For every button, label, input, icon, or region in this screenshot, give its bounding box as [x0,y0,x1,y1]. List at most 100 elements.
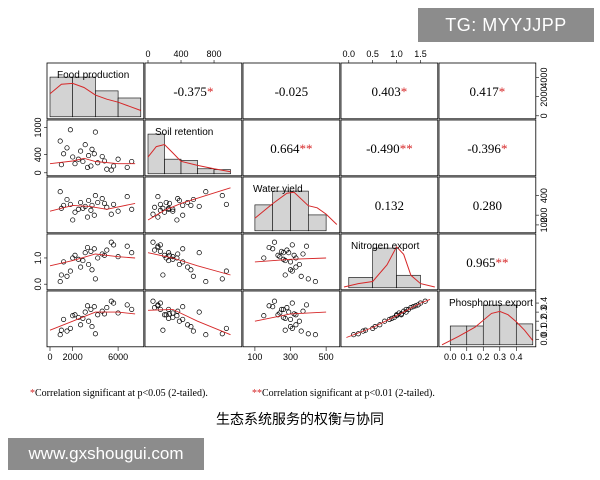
scatter-point [67,127,73,133]
tick-label: 0.2 [539,315,549,328]
scatter-point [111,201,117,207]
scatter-point [166,311,173,317]
correlation-value: -0.396* [467,141,507,156]
scatter-point [287,316,294,322]
scatter-point [282,258,288,264]
scatter-point [91,212,97,218]
scatter-point [175,196,181,202]
scatter-point [72,161,78,167]
scatter-point [293,264,299,270]
scatter-point [163,312,169,318]
smooth-line [147,187,231,221]
scatter-point [99,308,105,314]
scatter-point [82,142,88,148]
panel-frame [242,290,341,348]
histogram-bar [449,325,468,346]
scatter-point [166,258,172,264]
scatter-point [174,217,180,223]
smooth-line [254,311,327,322]
scatter-point [286,250,292,256]
scatter-point [115,208,121,214]
scatter-point [86,197,92,204]
scatter-point [150,239,156,245]
correlation-value: 0.403* [372,84,408,99]
panel-frame [438,233,537,291]
tick-label: 2000 [63,352,83,362]
scatter-point [223,201,229,207]
density-curve [343,245,435,288]
scatter-point [129,306,135,312]
scatter-point [129,158,135,165]
smooth-line [147,252,231,276]
tick-label: 0 [33,170,43,175]
scatter-point [155,244,161,251]
histogram-bar [308,214,327,232]
correlation-value: 0.132 [375,198,404,213]
panel-frame [46,290,145,348]
scatter-point [287,259,294,265]
footnote-p05: *Correlation significant at p<0.05 (2-ta… [30,388,208,399]
tick-label: 400 [539,188,549,203]
scatter-point [219,276,225,282]
variable-label: Soil retention [155,127,213,138]
density-curve [441,310,534,346]
scatter-point [372,324,378,330]
scatter-point [92,331,98,337]
scatter-point [152,247,158,253]
scatter-point [92,129,98,135]
scatter-point [155,303,161,309]
scatter-point [99,153,105,160]
scatter-point [289,325,295,331]
scatter-point [408,305,414,311]
panel-frame [144,290,243,348]
smooth-line [49,157,136,165]
histogram-bar [348,277,373,289]
tick-label: 1000 [33,118,43,138]
smooth-line [147,308,231,336]
histogram-bar [396,274,421,289]
histogram-bar [164,158,182,175]
correlation-value: -0.025 [275,84,309,99]
scatter-point [203,279,209,285]
tick-label: 0.1 [461,352,474,362]
scatter-point [67,268,73,274]
scatter-point [124,243,130,249]
scatter-point [155,194,161,200]
tick-label: 1.5 [414,49,427,59]
tick-label: 0.2 [477,352,490,362]
scatter-point [170,314,176,321]
scatter-point [72,209,78,215]
variable-label: Water yield [253,184,303,195]
scatter-point [95,199,101,206]
tick-label: 200 [539,208,549,223]
scatter-point [289,242,295,248]
tick-label: 0 [145,49,150,59]
scatter-point [185,264,191,270]
scatter-point [89,202,95,208]
histogram-bar [482,304,501,346]
scatter-point [289,300,295,306]
density-curve [49,82,141,111]
correlation-value: 0.417* [470,84,506,99]
scatter-point [70,255,76,261]
scatter-point [61,316,67,322]
scatter-point [303,243,310,249]
correlation-value: 0.280 [473,198,502,213]
scatter-point [360,328,366,334]
histogram-bar [499,304,517,346]
tick-label: 100 [247,352,262,362]
tick-label: 0.0 [33,278,43,291]
tick-label: 0.0 [444,352,457,362]
panel-frame [340,176,439,234]
tick-label: 4000 [539,68,549,88]
smooth-line [254,257,327,263]
watermark-top: TG: MYYJJPP [418,8,594,42]
scatter-point [394,313,400,319]
scatter-point [84,244,91,251]
scatter-point [223,268,229,274]
tick-label: 800 [207,49,222,59]
scatter-point [180,202,186,208]
scatter-point [180,304,186,310]
panel-frame [242,119,341,177]
tick-label: 400 [174,49,189,59]
